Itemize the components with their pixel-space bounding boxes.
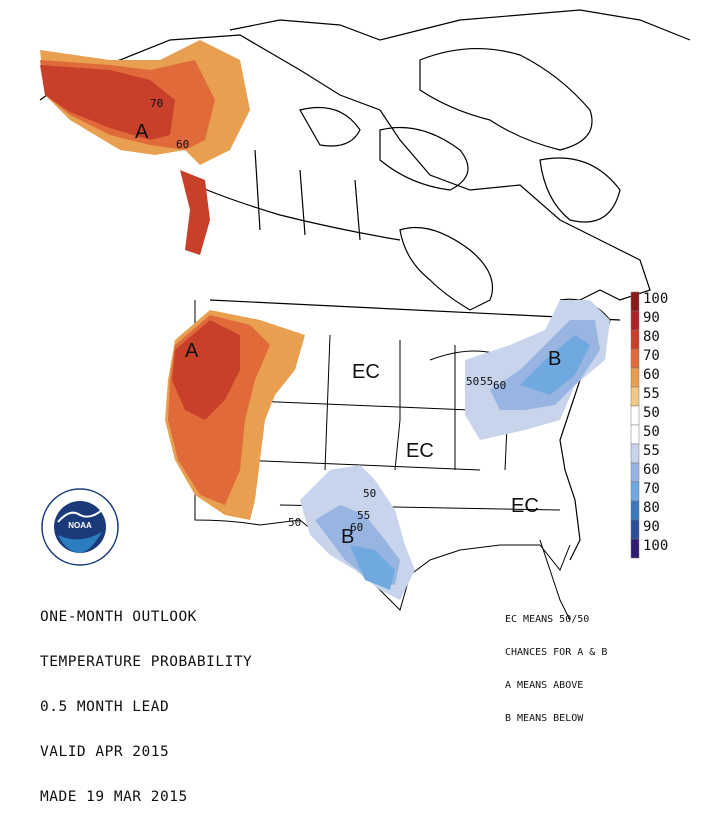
legend-note-line: CHANCES FOR A & B [505, 647, 608, 658]
colorbar-label: 80 [643, 500, 660, 516]
colorbar-swatch [630, 405, 640, 426]
caption-line: 0.5 MONTH LEAD [40, 699, 170, 715]
contour-label: 60 [350, 521, 363, 534]
map-label-b-texas: B [341, 526, 354, 548]
noaa-logo-text: NOAA [68, 521, 92, 530]
contour-label: 70 [150, 97, 163, 110]
colorbar-swatch [630, 386, 640, 407]
caption-line: ONE-MONTH OUTLOOK [40, 609, 197, 625]
probability-colorbar [630, 291, 640, 559]
map-label-a-alaska: A [135, 121, 149, 143]
map-label-ec-plains: EC [352, 361, 380, 383]
caption-line: TEMPERATURE PROBABILITY [40, 654, 253, 670]
colorbar-swatch [630, 519, 640, 540]
colorbar-swatch [630, 291, 640, 312]
colorbar-label: 80 [643, 329, 660, 345]
alaska-above-region [40, 40, 250, 255]
noaa-logo: NOAA [41, 488, 119, 566]
contour-label: 50 [466, 375, 479, 388]
legend-note-line: A MEANS ABOVE [505, 680, 584, 691]
colorbar-label: 50 [643, 405, 660, 421]
map-label-ec-southeast: EC [511, 495, 539, 517]
west-above-region [165, 310, 305, 520]
map-label-ec-central: EC [406, 440, 434, 462]
outlook-map: EC EC EC A A B B 70 60 50 50 55 60 50 55… [39, 9, 691, 621]
contour-label: 60 [176, 138, 189, 151]
colorbar-label: 100 [643, 291, 669, 307]
contour-label: 60 [493, 379, 506, 392]
northeast-below-region [465, 300, 610, 440]
colorbar-swatch [630, 310, 640, 331]
contour-label: 55 [357, 509, 370, 522]
map-caption: ONE-MONTH OUTLOOK TEMPERATURE PROBABILIT… [40, 580, 252, 820]
colorbar-label: 70 [643, 481, 660, 497]
colorbar-label: 60 [643, 462, 660, 478]
map-label-b-northeast: B [548, 348, 561, 370]
colorbar-label: 90 [643, 310, 660, 326]
colorbar-swatch [630, 462, 640, 483]
colorbar-swatch [630, 443, 640, 464]
colorbar-swatch [630, 367, 640, 388]
colorbar-label: 70 [643, 348, 660, 364]
colorbar-label: 100 [643, 538, 669, 554]
caption-line: MADE 19 MAR 2015 [40, 789, 188, 805]
texas-below-region [300, 465, 415, 600]
colorbar-swatch [630, 500, 640, 521]
legend-note-line: B MEANS BELOW [505, 713, 584, 724]
colorbar-label: 50 [643, 424, 660, 440]
contour-label: 50 [363, 487, 376, 500]
colorbar-swatch [630, 348, 640, 369]
colorbar-label: 60 [643, 367, 660, 383]
colorbar-label: 90 [643, 519, 660, 535]
caption-line: VALID APR 2015 [40, 744, 170, 760]
contour-label: 55 [480, 375, 493, 388]
colorbar-swatch [630, 329, 640, 350]
contour-label: 50 [288, 516, 301, 529]
colorbar-swatch [630, 538, 640, 559]
colorbar-label: 55 [643, 443, 660, 459]
colorbar-swatch [630, 481, 640, 502]
ec-legend-note: EC MEANS 50/50 CHANCES FOR A & B A MEANS… [505, 592, 607, 735]
legend-note-line: EC MEANS 50/50 [505, 614, 590, 625]
map-label-a-west: A [185, 340, 199, 362]
colorbar-label: 55 [643, 386, 660, 402]
colorbar-swatch [630, 424, 640, 445]
